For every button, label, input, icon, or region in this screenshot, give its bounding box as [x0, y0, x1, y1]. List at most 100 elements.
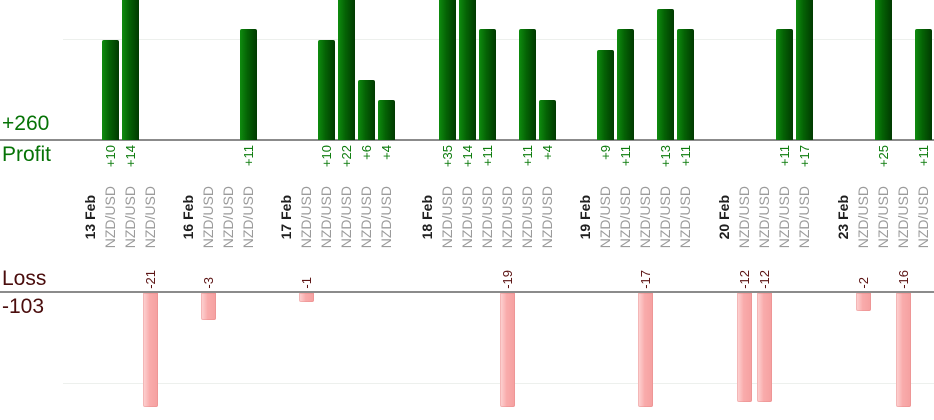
- profit-value-label: +6: [358, 145, 374, 160]
- profit-value-label: +11: [240, 145, 256, 167]
- profit-gridline: [63, 39, 934, 40]
- profit-value-label: +17: [796, 145, 812, 168]
- date-label-column: 13 Feb: [80, 181, 100, 253]
- date-label-column: 23 Feb: [833, 181, 853, 253]
- loss-value-column: -16: [893, 233, 913, 289]
- date-label-column: 19 Feb: [575, 181, 595, 253]
- loss-bar[interactable]: [895, 293, 911, 407]
- loss-bar[interactable]: [499, 293, 515, 407]
- date-label-column: 16 Feb: [178, 181, 198, 253]
- loss-value-label: -3: [200, 277, 216, 289]
- date-label: 17 Feb: [277, 194, 294, 240]
- date-label: 20 Feb: [715, 194, 732, 240]
- profit-bar[interactable]: [775, 29, 793, 140]
- loss-value-column: -17: [635, 233, 655, 289]
- profit-value-label: +13: [657, 145, 673, 168]
- loss-value-column: -19: [497, 233, 517, 289]
- profit-value-column: +25: [873, 145, 893, 200]
- date-label-column: 17 Feb: [276, 181, 296, 253]
- profit-bar[interactable]: [317, 39, 335, 140]
- profit-value-label: +11: [519, 145, 535, 167]
- profit-value-label: +4: [539, 145, 555, 160]
- loss-value-column: -2: [853, 233, 873, 289]
- profit-value-column: +10: [316, 145, 336, 200]
- loss-bar[interactable]: [637, 293, 653, 407]
- profit-value-label: +11: [617, 145, 633, 167]
- loss-value-label: -12: [756, 270, 772, 289]
- loss-bar[interactable]: [756, 293, 772, 403]
- profit-bar[interactable]: [377, 99, 395, 140]
- profit-value-label: +14: [459, 145, 475, 168]
- instrument-label-column: NZD/USD: [218, 181, 238, 253]
- profit-value-label: +11: [677, 145, 693, 167]
- profit-value-column: +22: [336, 145, 356, 200]
- loss-value-label: -17: [637, 270, 653, 289]
- date-label: 23 Feb: [834, 194, 851, 240]
- profit-value-label: +22: [338, 145, 354, 168]
- profit-value-label: +14: [122, 145, 138, 168]
- date-label: 18 Feb: [418, 194, 435, 240]
- profit-bar[interactable]: [121, 0, 139, 140]
- profit-value-column: +11: [913, 145, 933, 200]
- loss-value-column: -21: [140, 233, 160, 289]
- date-label-column: 18 Feb: [417, 181, 437, 253]
- profit-value-column: +4: [376, 145, 396, 200]
- profit-value-column: +11: [517, 145, 537, 200]
- profit-bar[interactable]: [538, 99, 556, 140]
- loss-value-label: -16: [895, 270, 911, 289]
- profit-value-column: +9: [595, 145, 615, 200]
- profit-axis-label: Profit: [2, 143, 52, 166]
- profit-bar[interactable]: [596, 49, 614, 140]
- profit-value-column: +14: [120, 145, 140, 200]
- profit-bar[interactable]: [438, 0, 456, 140]
- profit-value-column: +11: [615, 145, 635, 200]
- profit-value-column: +10: [100, 145, 120, 200]
- profit-bar[interactable]: [914, 29, 932, 140]
- loss-total-label: -103: [2, 295, 45, 318]
- profit-value-column: +11: [675, 145, 695, 200]
- profit-bar[interactable]: [239, 29, 257, 140]
- profit-value-label: +10: [318, 145, 334, 168]
- profit-value-column: +13: [655, 145, 675, 200]
- loss-value-column: -1: [296, 233, 316, 289]
- profit-bar[interactable]: [676, 29, 694, 140]
- date-label: 13 Feb: [81, 194, 98, 240]
- loss-value-column: -12: [734, 233, 754, 289]
- loss-bar[interactable]: [142, 293, 158, 407]
- profit-bar[interactable]: [357, 79, 375, 140]
- date-label: 16 Feb: [179, 194, 196, 240]
- profit-total-label: +260: [2, 112, 50, 135]
- profit-value-label: +11: [776, 145, 792, 167]
- profit-value-column: +14: [457, 145, 477, 200]
- profit-value-column: +35: [437, 145, 457, 200]
- profit-baseline: [0, 139, 934, 141]
- profit-value-column: +6: [356, 145, 376, 200]
- loss-bar[interactable]: [855, 293, 871, 312]
- profit-value-column: +11: [238, 145, 258, 200]
- profit-value-column: +11: [774, 145, 794, 200]
- profit-value-column: +4: [537, 145, 557, 200]
- instrument-label: NZD/USD: [219, 185, 236, 249]
- loss-gridline: [63, 383, 934, 384]
- profit-value-column: +17: [794, 145, 814, 200]
- profit-bar[interactable]: [337, 0, 355, 140]
- profit-bar[interactable]: [478, 29, 496, 140]
- loss-bar[interactable]: [298, 293, 314, 303]
- profit-bar[interactable]: [795, 0, 813, 140]
- profit-bar[interactable]: [616, 29, 634, 140]
- loss-value-label: -1: [298, 277, 314, 289]
- profit-value-column: +11: [477, 145, 497, 200]
- profit-value-label: +10: [102, 145, 118, 168]
- profit-bar[interactable]: [101, 39, 119, 140]
- loss-value-label: -12: [736, 270, 752, 289]
- loss-axis-label: Loss: [2, 267, 47, 290]
- loss-bar[interactable]: [200, 293, 216, 321]
- profit-bar[interactable]: [874, 0, 892, 140]
- profit-bar[interactable]: [458, 0, 476, 140]
- profit-value-label: +4: [378, 145, 394, 160]
- profit-bar[interactable]: [656, 9, 674, 140]
- profit-value-label: +9: [597, 145, 613, 160]
- loss-bar[interactable]: [736, 293, 752, 403]
- profit-bar[interactable]: [518, 29, 536, 140]
